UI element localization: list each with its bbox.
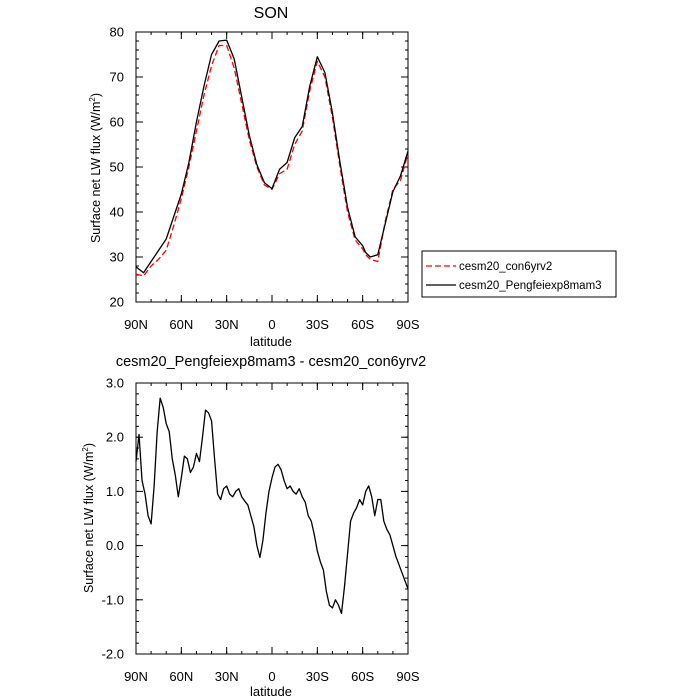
top-y-tick-label: 60 [110,115,124,130]
bottom-y-axis-label-sup: 2 [81,447,90,452]
top-y-tick-label: 30 [110,250,124,265]
bottom-y-axis-label-close: ) [82,443,96,447]
top-y-axis-label: Surface net LW flux (W/m2) [88,93,103,243]
top-x-tick-label: 30N [215,317,239,332]
top-y-tick-label: 20 [110,295,124,310]
bottom-panel: cesm20_Pengfeiexp8mam3 - cesm20_con6yrv2… [81,354,426,699]
bottom-difference-line [135,397,409,614]
top-plot-frame [135,31,409,303]
bottom-y-tick-label: 0.0 [106,538,124,553]
bottom-x-tick-label: 30N [215,669,239,684]
bottom-plot-frame [135,382,409,655]
bottom-y-tick-label: -2.0 [102,647,124,662]
top-plot-area: 90N 60N 30N 0 30S 60S 90S 20 30 40 50 60 70 80 [110,25,420,333]
top-x-tick-label: 90S [396,317,419,332]
bottom-y-axis-label: Surface net LW flux (W/m2) [81,443,96,593]
top-x-tick-label: 30S [306,317,329,332]
bottom-y-axis-label-text: Surface net LW flux (W/m [82,452,96,593]
bottom-y-tick-label: 1.0 [106,484,124,499]
top-y-tick-label: 40 [110,205,124,220]
top-y-axis-label-text: Surface net LW flux (W/m [89,102,103,243]
top-panel: SON 90N 60N 30N 0 30S 60S 90S 20 30 40 50 60 70 80 la… [88,5,420,349]
bottom-x-axis-label: latitude [250,684,292,699]
legend: cesm20_con6yrv2 cesm20_Pengfeiexp8mam3 [421,250,617,298]
legend-box [421,250,617,298]
series-line-cesm20_Pengfeiexp8mam3 [135,39,409,274]
bottom-chart-title: cesm20_Pengfeiexp8mam3 - cesm20_con6yrv2 [116,354,426,370]
bottom-x-tick-label: 0 [268,669,275,684]
bottom-x-tick-label: 90N [124,669,148,684]
top-y-tick-label: 70 [110,70,124,85]
bottom-x-tick-label: 30S [306,669,329,684]
top-x-tick-label: 90N [124,317,148,332]
top-y-tick-label: 80 [110,25,124,40]
top-y-axis-label-close: ) [89,93,103,97]
top-x-tick-label: 60S [351,317,374,332]
bottom-x-tick-label: 90S [396,669,419,684]
bottom-y-tick-label: 2.0 [106,430,124,445]
bottom-y-tick-label: -1.0 [102,592,124,607]
bottom-x-tick-label: 60S [351,669,374,684]
bottom-y-tick-label: 3.0 [106,376,124,391]
top-y-tick-label: 50 [110,160,124,175]
top-x-tick-label: 0 [268,317,275,332]
series-line-cesm20_con6yrv2 [135,44,409,277]
bottom-x-tick-label: 60N [169,669,193,684]
top-x-tick-label: 60N [169,317,193,332]
top-x-axis-label: latitude [250,334,292,349]
top-chart-title: SON [254,5,289,22]
bottom-plot-area: 90N 60N 30N 0 30S 60S 90S -2.0 -1.0 0.0 1.0 2.0 3.0 [102,376,420,685]
top-y-axis-label-sup: 2 [88,97,97,102]
legend-label-pengfeiexp8mam3: cesm20_Pengfeiexp8mam3 [459,280,602,292]
legend-label-con6yrv2: cesm20_con6yrv2 [459,261,552,273]
